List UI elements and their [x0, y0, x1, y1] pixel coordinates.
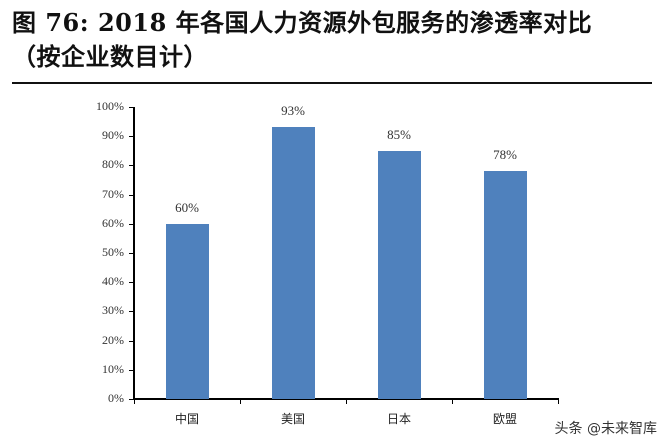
bar-value-label: 93% — [281, 103, 305, 119]
x-tick — [240, 398, 241, 404]
y-tick-label: 90% — [102, 128, 124, 143]
y-tick — [129, 165, 134, 167]
y-tick-label: 20% — [102, 332, 124, 347]
y-tick-label: 10% — [102, 361, 124, 376]
y-tick — [129, 253, 134, 254]
y-tick — [129, 282, 134, 284]
watermark: 头条 @未来智库 — [554, 421, 657, 437]
bar-3 — [483, 171, 527, 399]
bar-0 — [165, 223, 209, 399]
y-tick — [129, 136, 134, 138]
y-tick-label: 100% — [96, 99, 124, 113]
bar-2 — [377, 150, 421, 399]
y-tick-label: 60% — [102, 215, 124, 230]
x-tick — [346, 398, 347, 404]
y-tick-label: 40% — [102, 274, 124, 289]
figure-title-line1: 图 76: 2018 年各国人力资源外包服务的渗透率对比 — [12, 8, 593, 37]
y-tick — [129, 107, 134, 108]
figure-title: 图 76: 2018 年各国人力资源外包服务的渗透率对比 （按企业数目计） — [12, 6, 592, 74]
y-tick — [129, 311, 134, 313]
x-tick — [558, 398, 559, 404]
figure-title-line2: （按企业数目计） — [12, 42, 208, 71]
x-category-label: 美国 — [280, 412, 305, 426]
y-tick — [129, 223, 134, 225]
bar-value-label: 60% — [175, 199, 199, 215]
bar-value-label: 85% — [387, 126, 411, 142]
x-tick — [134, 398, 135, 404]
y-tick-label: 0% — [108, 391, 124, 405]
bar-1 — [271, 127, 315, 399]
y-tick-label: 70% — [102, 186, 124, 201]
x-category-label: 欧盟 — [492, 412, 517, 426]
y-axis — [133, 107, 135, 400]
y-tick — [129, 340, 134, 342]
x-tick — [452, 398, 453, 404]
x-category-label: 中国 — [174, 412, 199, 426]
y-tick — [129, 369, 134, 371]
y-tick — [129, 194, 134, 196]
bar-value-label: 78% — [493, 147, 517, 163]
y-tick — [129, 399, 134, 400]
x-category-label: 日本 — [386, 412, 411, 426]
title-divider — [12, 82, 652, 84]
y-tick-label: 50% — [102, 245, 124, 259]
y-tick-label: 80% — [102, 157, 124, 172]
y-tick-label: 30% — [102, 303, 124, 318]
